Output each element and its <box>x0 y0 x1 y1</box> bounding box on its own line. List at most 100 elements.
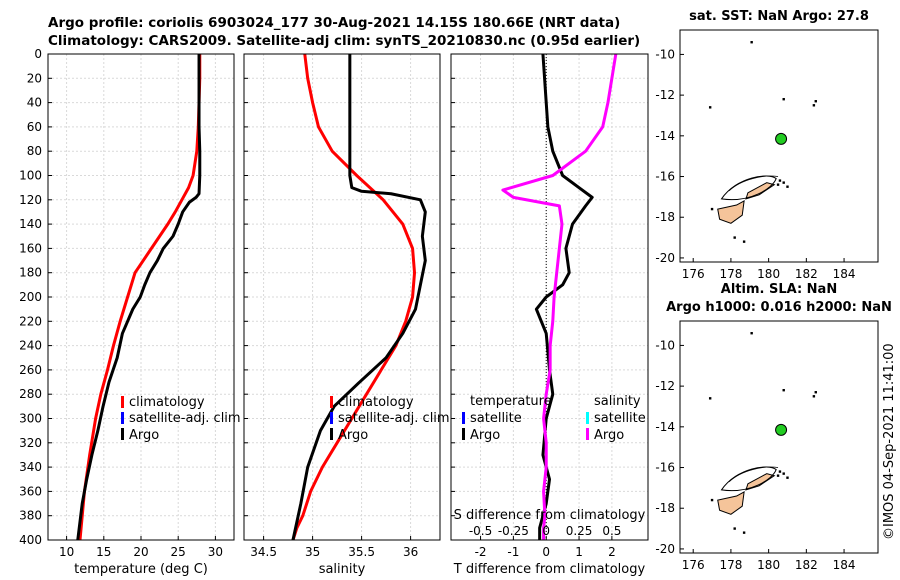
y-tick-label: -10 <box>655 47 675 61</box>
legend-swatch-argo <box>121 428 124 440</box>
legend-swatch-argo <box>330 428 333 440</box>
islet-icon <box>776 474 780 477</box>
x-tick-label: 30 <box>208 545 223 559</box>
difference-panel: -2 -1 0 1 2 T difference from climatology S di… <box>450 53 649 577</box>
y-tick-label: -18 <box>655 210 675 224</box>
y-tick-label: -20 <box>655 542 675 556</box>
x-tick-label: 34.5 <box>250 545 277 559</box>
legend-title-salinity: salinity <box>594 394 641 409</box>
climatology-title: Climatology: CARS2009. Satellite-adj cli… <box>48 33 640 49</box>
legend-swatch-climatology <box>330 396 333 408</box>
legend-swatch-climatology <box>121 396 124 408</box>
x-tick-label: 182 <box>795 267 818 281</box>
sla-map-panel: Altim. SLA: NaN Argo h1000: 0.016 h2000: … <box>655 282 891 572</box>
x-tick-label: 176 <box>682 267 705 281</box>
y-tick-label: 340 <box>19 460 42 474</box>
y-tick-label: 280 <box>19 387 42 401</box>
y-tick-label: 200 <box>19 290 42 304</box>
x-tick-label: 35.5 <box>348 545 375 559</box>
y-tick-label: 400 <box>19 533 42 547</box>
series-climatology <box>291 53 417 541</box>
island-viti-levu-icon <box>717 491 745 515</box>
salinity-panel: 34.5 35 35.5 36 salinity <box>243 53 441 577</box>
top-tick-label: 0 <box>542 524 550 538</box>
y-tick-label: 240 <box>19 339 42 353</box>
x-tick-label: -2 <box>475 545 487 559</box>
legend-label-t-satellite: satellite <box>470 411 522 426</box>
islet-icon <box>742 240 746 243</box>
islet-icon <box>814 391 817 394</box>
y-tick-label: -16 <box>655 170 675 184</box>
legend-swatch-s-argo <box>586 428 589 440</box>
y-tick-label: -14 <box>655 129 675 143</box>
top-tick-label: 0.25 <box>566 524 593 538</box>
salinity-legend: climatology satellite-adj. clim Argo <box>330 395 450 443</box>
x-tick-label: 25 <box>171 545 186 559</box>
islet-icon <box>782 388 785 392</box>
y-tick-label: 0 <box>34 47 42 61</box>
legend-label-argo: Argo <box>338 428 368 443</box>
series-argo <box>291 54 427 541</box>
series-climatology <box>78 54 202 541</box>
argo-position-marker <box>775 132 788 145</box>
map-title: Argo h1000: 0.016 h2000: NaN <box>666 300 892 315</box>
y-tick-label: 80 <box>27 144 42 158</box>
map-frame <box>679 320 879 554</box>
series-argo <box>76 54 202 541</box>
x-tick-label: 20 <box>133 545 148 559</box>
top-tick-label: -0.5 <box>469 524 492 538</box>
x-axis-label: temperature (deg C) <box>74 562 208 577</box>
x-tick-label: 184 <box>833 267 856 281</box>
legend-title-temperature: temperature <box>470 394 552 409</box>
islet-icon <box>776 183 780 186</box>
x-tick-label: 0 <box>542 545 550 559</box>
y-tick-label: -18 <box>655 501 675 515</box>
islet-icon <box>750 41 753 44</box>
y-tick-label: 120 <box>19 193 42 207</box>
islet-icon <box>742 531 746 534</box>
y-tick-label: 40 <box>27 96 42 110</box>
islet-icon <box>782 97 785 101</box>
sst-map-panel: sat. SST: NaN Argo: 27.8 176 178 180 182 184 -… <box>655 9 879 281</box>
profile-title: Argo profile: coriolis 6903024_177 30-Au… <box>48 15 620 31</box>
islet-icon <box>708 397 712 400</box>
reef-contour-icon <box>728 175 779 192</box>
legend-label-s-argo: Argo <box>594 428 624 443</box>
y-tick-label: -14 <box>655 420 675 434</box>
y-tick-label: -12 <box>655 379 675 393</box>
x-tick-label: 180 <box>757 558 780 572</box>
y-tick-label: 300 <box>19 412 42 426</box>
y-tick-label: 260 <box>19 363 42 377</box>
x-axis-label: salinity <box>319 562 366 577</box>
islet-icon <box>782 181 785 184</box>
x-tick-label: 182 <box>795 558 818 572</box>
legend-swatch-s-satellite <box>586 412 589 424</box>
temperature-legend: climatology satellite-adj. clim Argo <box>121 395 241 443</box>
map-frame <box>679 29 879 263</box>
temperature-panel: 10 15 20 25 30020406080100120140160180200220… <box>19 47 235 577</box>
imos-watermark: ©IMOS 04-Sep-2021 11:41:00 <box>882 343 897 540</box>
y-tick-label: -16 <box>655 461 675 475</box>
series-t-argo <box>534 53 594 540</box>
y-tick-label: -20 <box>655 251 675 265</box>
island-viti-levu-icon <box>717 200 745 224</box>
top-tick-label: 0.5 <box>602 524 621 538</box>
legend-swatch-satellite <box>330 412 333 424</box>
islet-icon <box>733 527 736 530</box>
x-tick-label: 15 <box>96 545 111 559</box>
difference-legend: temperature satellite Argo salinity sate… <box>462 394 646 443</box>
x-tick-label: 36 <box>403 545 418 559</box>
x-tick-label: 1 <box>575 545 583 559</box>
islet-icon <box>786 185 789 188</box>
islet-icon <box>778 179 782 182</box>
x-tick-label: 178 <box>719 558 742 572</box>
x-tick-label: 184 <box>833 558 856 572</box>
legend-label-satellite: satellite-adj. clim <box>338 411 450 426</box>
top-tick-label: -0.25 <box>498 524 529 538</box>
islet-icon <box>812 395 816 398</box>
islet-icon <box>782 472 785 475</box>
islet-icon <box>733 236 736 239</box>
y-tick-label: 320 <box>19 436 42 450</box>
legend-swatch-t-argo <box>462 428 465 440</box>
